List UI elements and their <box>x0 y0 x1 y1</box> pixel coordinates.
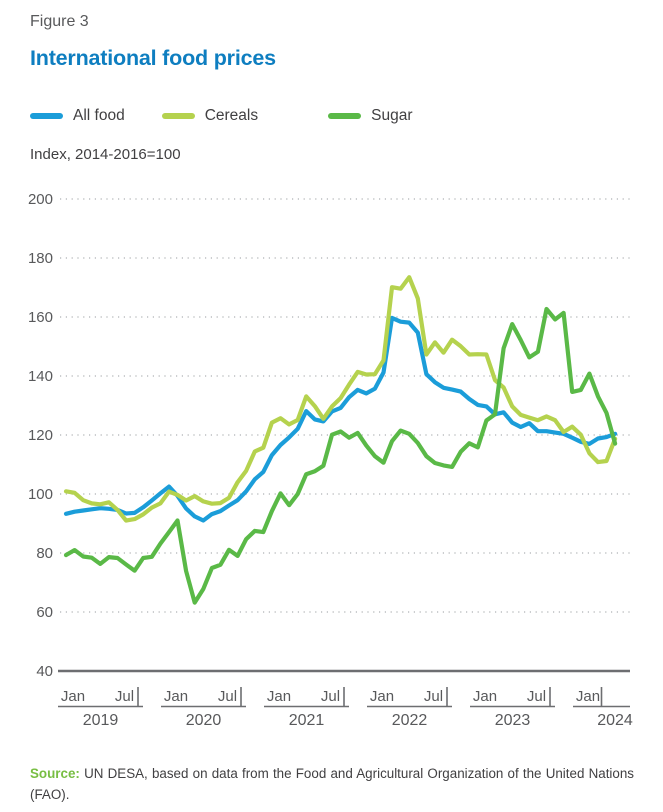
svg-text:40: 40 <box>36 663 53 680</box>
svg-text:Jul: Jul <box>424 688 443 705</box>
svg-text:160: 160 <box>28 309 53 326</box>
legend-item-all-food: All food <box>30 107 125 125</box>
svg-text:2022: 2022 <box>392 712 428 729</box>
svg-text:120: 120 <box>28 427 53 444</box>
svg-text:Jul: Jul <box>527 688 546 705</box>
price-line-chart: 40 60 80 100 120 140 160 180 200 Jan Jul 2019 Jan Jul… <box>28 191 633 729</box>
svg-text:200: 200 <box>28 191 53 208</box>
axis-unit-note: Index, 2014-2016=100 <box>30 146 181 163</box>
line-sugar <box>63 306 618 605</box>
svg-text:Jul: Jul <box>218 688 237 705</box>
svg-text:2019: 2019 <box>83 712 119 729</box>
svg-text:80: 80 <box>36 545 53 562</box>
line-cereals <box>63 275 618 523</box>
legend-label-all-food: All food <box>73 107 125 124</box>
line-all-food <box>63 315 618 523</box>
svg-text:180: 180 <box>28 250 53 267</box>
svg-text:Jan: Jan <box>473 688 497 705</box>
source-text: UN DESA, based on data from the Food and… <box>30 766 634 803</box>
svg-text:100: 100 <box>28 486 53 503</box>
svg-text:Jan: Jan <box>61 688 85 705</box>
svg-text:Jan: Jan <box>267 688 291 705</box>
svg-text:Jan: Jan <box>370 688 394 705</box>
data-series-lines <box>63 275 618 605</box>
cereals-line-swatch-icon <box>161 113 195 119</box>
svg-text:2024: 2024 <box>597 712 633 729</box>
svg-text:140: 140 <box>28 368 53 385</box>
legend-item-cereals: Cereals <box>161 107 259 125</box>
svg-text:2020: 2020 <box>186 712 222 729</box>
legend-item-sugar: Sugar <box>328 107 413 125</box>
svg-text:Jan: Jan <box>576 688 600 705</box>
legend-label-sugar: Sugar <box>371 107 413 124</box>
legend-label-cereals: Cereals <box>204 107 259 124</box>
svg-text:Jan: Jan <box>164 688 188 705</box>
chart-title: International food prices <box>30 46 276 70</box>
svg-text:2021: 2021 <box>289 712 325 729</box>
source-prefix: Source: <box>30 766 80 782</box>
all-food-line-swatch-icon <box>30 113 63 119</box>
svg-text:60: 60 <box>36 604 53 621</box>
svg-text:2023: 2023 <box>495 712 531 729</box>
axis-labels: 40 60 80 100 120 140 160 180 200 Jan Jul 2019 Jan Jul… <box>28 191 633 729</box>
svg-text:Jul: Jul <box>321 688 340 705</box>
figure-label: Figure 3 <box>30 13 89 30</box>
chart-legend: All food Cereals Sugar <box>30 107 413 125</box>
source-note: Source: UN DESA, based on data from the … <box>30 764 634 806</box>
svg-text:Jul: Jul <box>115 688 134 705</box>
sugar-line-swatch-icon <box>328 113 362 119</box>
